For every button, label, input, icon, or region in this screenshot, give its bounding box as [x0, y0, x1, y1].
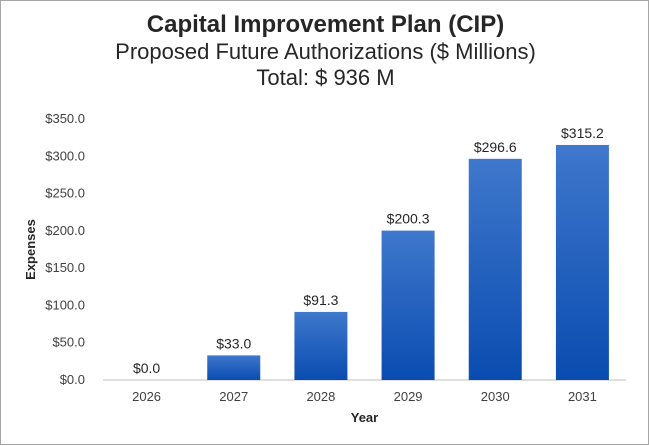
bars: $0.0 $33.0 $91.3 $200.3 $296.6 $315.2 [133, 125, 609, 380]
data-label: $296.6 [474, 139, 517, 155]
x-tick-label: 2030 [481, 389, 510, 404]
chart-title: Capital Improvement Plan (CIP) [146, 11, 505, 38]
y-axis-title: Expenses [23, 219, 38, 280]
x-axis-ticks: 2026 2027 2028 2029 2030 2031 [132, 389, 597, 404]
chart-title-block: Capital Improvement Plan (CIP) Proposed … [1, 11, 649, 91]
data-label: $315.2 [561, 125, 604, 141]
chart-subtitle: Proposed Future Authorizations ($ Millio… [115, 39, 536, 64]
data-label: $200.3 [387, 211, 430, 227]
bar [555, 144, 609, 380]
bar [294, 311, 348, 380]
x-tick-label: 2028 [306, 389, 335, 404]
y-tick-label: $250.0 [45, 186, 85, 201]
y-tick-label: $200.0 [45, 223, 85, 238]
x-axis-title: Year [351, 410, 378, 425]
chart-total: Total: $ 936 M [256, 65, 395, 90]
x-tick-label: 2029 [394, 389, 423, 404]
x-tick-label: 2027 [219, 389, 248, 404]
y-tick-label: $300.0 [45, 148, 85, 163]
y-tick-label: $0.0 [60, 372, 85, 387]
data-label: $0.0 [133, 360, 160, 376]
x-tick-label: 2026 [132, 389, 161, 404]
bar [381, 230, 435, 380]
x-tick-label: 2031 [568, 389, 597, 404]
y-axis-ticks: $0.0 $50.0 $100.0 $150.0 $200.0 $250.0 $300.0 $… [45, 111, 85, 387]
data-label: $91.3 [303, 292, 338, 308]
y-tick-label: $100.0 [45, 297, 85, 312]
bar [468, 158, 522, 380]
y-tick-label: $50.0 [52, 335, 85, 350]
y-tick-label: $150.0 [45, 260, 85, 275]
data-label: $33.0 [216, 335, 251, 351]
y-tick-label: $350.0 [45, 111, 85, 126]
bar [207, 355, 261, 380]
